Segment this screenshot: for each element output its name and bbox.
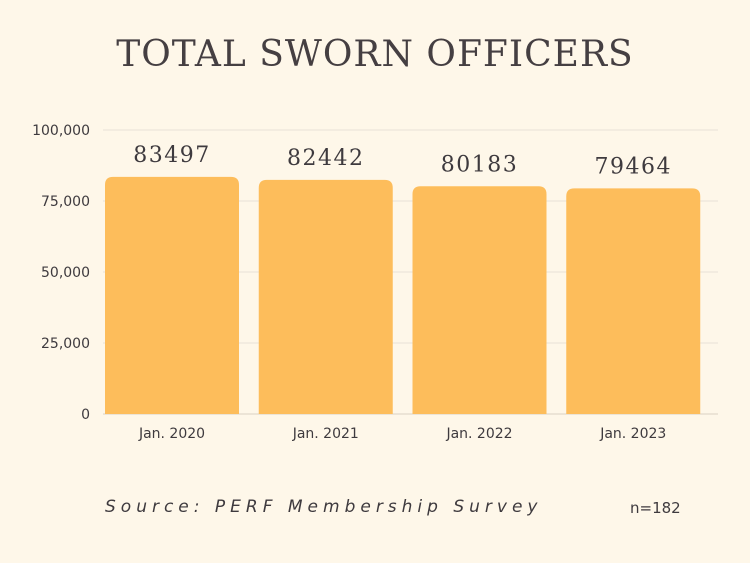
y-tick-label: 0 xyxy=(81,407,90,423)
data-label: 80183 xyxy=(441,152,519,177)
y-tick-label: 25,000 xyxy=(41,336,90,352)
x-tick-label: Jan. 2021 xyxy=(292,426,359,442)
chart-title: TOTAL SWORN OFFICERS xyxy=(116,34,634,75)
sample-size: n=182 xyxy=(630,499,681,517)
x-tick-label: Jan. 2022 xyxy=(445,426,512,442)
data-label: 79464 xyxy=(595,154,673,179)
x-tick-label: Jan. 2020 xyxy=(138,426,205,442)
data-label: 83497 xyxy=(133,143,211,168)
x-tick-label: Jan. 2023 xyxy=(599,426,666,442)
y-tick-label: 100,000 xyxy=(32,123,90,139)
y-tick-label: 50,000 xyxy=(41,265,90,281)
bar xyxy=(105,176,239,414)
source-note: Source: PERF Membership Survey xyxy=(105,497,543,517)
bar xyxy=(258,179,393,414)
bar xyxy=(412,186,547,414)
bar xyxy=(566,188,701,414)
y-tick-label: 75,000 xyxy=(41,194,90,210)
data-label: 82442 xyxy=(287,146,365,171)
